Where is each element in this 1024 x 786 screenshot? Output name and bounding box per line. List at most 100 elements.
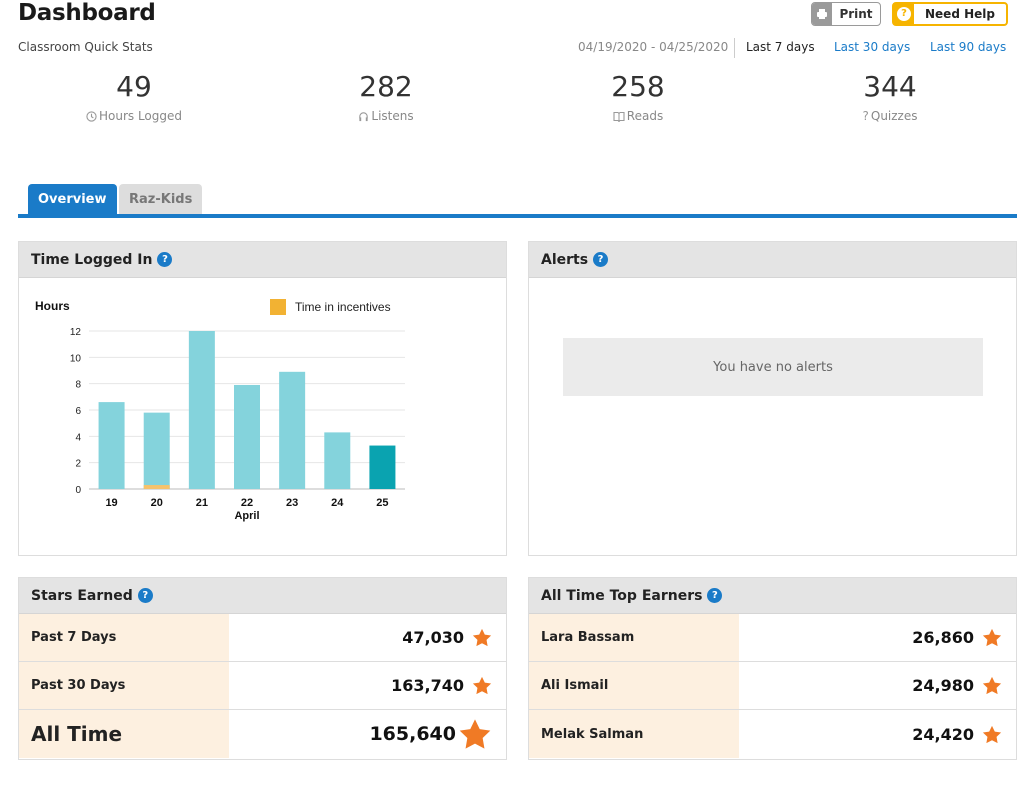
page-title: Dashboard [18, 0, 156, 26]
print-button[interactable]: Print [811, 2, 881, 26]
row-label: All Time [19, 710, 229, 758]
y-tick-label: 4 [75, 432, 81, 443]
bar-hours [98, 402, 125, 489]
help-icon[interactable]: ? [137, 588, 153, 603]
panel-header: Alerts ? [529, 242, 1016, 278]
student-name[interactable]: Lara Bassam [529, 614, 739, 661]
star-icon [472, 628, 492, 647]
y-tick-label: 12 [70, 327, 82, 338]
legend-swatch [270, 299, 286, 315]
row-value: 165,640 [369, 723, 456, 745]
x-tick-label: 23 [286, 497, 298, 509]
star-icon [458, 718, 492, 750]
stars-earned-panel: Stars Earned ? Past 7 Days 47,030 Past 3… [18, 577, 507, 760]
panel-header: Time Logged In ? [19, 242, 506, 278]
x-axis-title: April [234, 510, 259, 522]
bar-hours [143, 412, 170, 489]
y-tick-label: 6 [75, 406, 81, 417]
date-range: 04/19/2020 - 04/25/2020 [578, 40, 729, 54]
panel-header: Stars Earned ? [19, 578, 506, 614]
need-help-label: Need Help [925, 7, 995, 21]
range-divider [734, 38, 735, 58]
bar-incentive [143, 485, 170, 489]
y-tick-label: 0 [75, 485, 81, 496]
row-label: Past 30 Days [19, 662, 229, 709]
need-help-button[interactable]: ? Need Help [892, 2, 1008, 26]
help-icon[interactable]: ? [157, 252, 173, 267]
bar-hours [324, 432, 351, 489]
legend-label: Time in incentives [295, 300, 391, 314]
table-row: Past 30 Days 163,740 [19, 662, 506, 710]
stat-value: 282 [359, 70, 413, 103]
row-value: 24,980 [912, 676, 974, 695]
x-tick-label: 19 [105, 497, 117, 509]
row-value: 24,420 [912, 724, 974, 744]
x-tick-label: 20 [151, 497, 163, 509]
bar-hours [188, 331, 215, 489]
star-icon [472, 676, 492, 695]
x-tick-label: 25 [376, 497, 388, 509]
table-row[interactable]: Ali Ismail 24,980 [529, 662, 1016, 710]
table-row: All Time 165,640 [19, 710, 506, 758]
stat-listens: 282 Listens [266, 70, 506, 123]
headphones-icon [358, 111, 369, 122]
star-icon [982, 676, 1002, 695]
time-chart: 0 2 4 6 8 10 12 Hours Time in incentives 19 20 21 22… [19, 278, 506, 555]
stat-reads: 258 Reads [518, 70, 758, 123]
star-icon [982, 725, 1002, 744]
stat-hours-logged: 49 Hours Logged [14, 70, 254, 123]
quick-stats-bar: Classroom Quick Stats 04/19/2020 - 04/25… [18, 38, 1008, 60]
x-tick-label: 21 [196, 497, 208, 509]
student-name[interactable]: Ali Ismail [529, 662, 739, 709]
header: Dashboard Print ? Need Help [18, 0, 1008, 30]
stat-label: Reads [626, 109, 664, 123]
table-row[interactable]: Lara Bassam 26,860 [529, 614, 1016, 662]
help-icon: ? [894, 4, 914, 24]
panel-header: All Time Top Earners ? [529, 578, 1016, 614]
range-last-90-days[interactable]: Last 90 days [930, 40, 1007, 54]
bar-hours [234, 384, 260, 489]
table-row[interactable]: Melak Salman 24,420 [529, 710, 1016, 758]
stat-value: 49 [116, 70, 152, 103]
top-earners-panel: All Time Top Earners ? Lara Bassam 26,86… [528, 577, 1017, 760]
row-value: 26,860 [912, 628, 974, 647]
clock-icon [86, 110, 97, 122]
bar-hours [369, 445, 396, 489]
stat-label: Hours Logged [98, 109, 183, 123]
y-tick-label: 2 [75, 459, 81, 470]
tab-bar: Overview Raz-Kids [18, 182, 1017, 216]
tab-overview[interactable]: Overview [28, 184, 117, 216]
row-value: 47,030 [402, 628, 464, 647]
stat-label: Quizzes [870, 109, 918, 123]
question-icon: ? [862, 109, 869, 123]
quick-stats-label: Classroom Quick Stats [18, 40, 153, 54]
range-last-30-days[interactable]: Last 30 days [834, 40, 911, 54]
tab-raz-kids[interactable]: Raz-Kids [119, 184, 203, 216]
x-tick-label: 22 [241, 497, 253, 509]
x-tick-label: 24 [331, 497, 344, 509]
stat-quizzes: 344 ? Quizzes [770, 70, 1010, 123]
tab-underline [18, 214, 1017, 218]
table-row: Past 7 Days 47,030 [19, 614, 506, 662]
print-label: Print [839, 7, 873, 21]
no-alerts-message: You have no alerts [563, 338, 983, 396]
range-last-7-days[interactable]: Last 7 days [746, 40, 815, 54]
panel-title: Stars Earned [31, 587, 133, 604]
help-icon[interactable]: ? [593, 252, 609, 267]
stat-value: 258 [611, 70, 665, 103]
time-logged-in-panel: Time Logged In ? 0 2 4 6 8 10 12 Hours Time in i… [18, 241, 507, 556]
row-label: Past 7 Days [19, 614, 229, 661]
panel-title: Time Logged In [31, 251, 153, 268]
y-tick-label: 8 [75, 380, 81, 391]
stat-value: 344 [863, 70, 917, 103]
panel-title: Alerts [541, 251, 589, 268]
alerts-panel: Alerts ? You have no alerts [528, 241, 1017, 556]
bar-hours [279, 371, 306, 489]
student-name[interactable]: Melak Salman [529, 710, 739, 758]
help-icon[interactable]: ? [707, 588, 723, 603]
book-icon [613, 111, 625, 122]
y-tick-label: 10 [70, 353, 82, 364]
panel-title: All Time Top Earners [541, 587, 703, 604]
y-axis-title: Hours [35, 299, 70, 313]
